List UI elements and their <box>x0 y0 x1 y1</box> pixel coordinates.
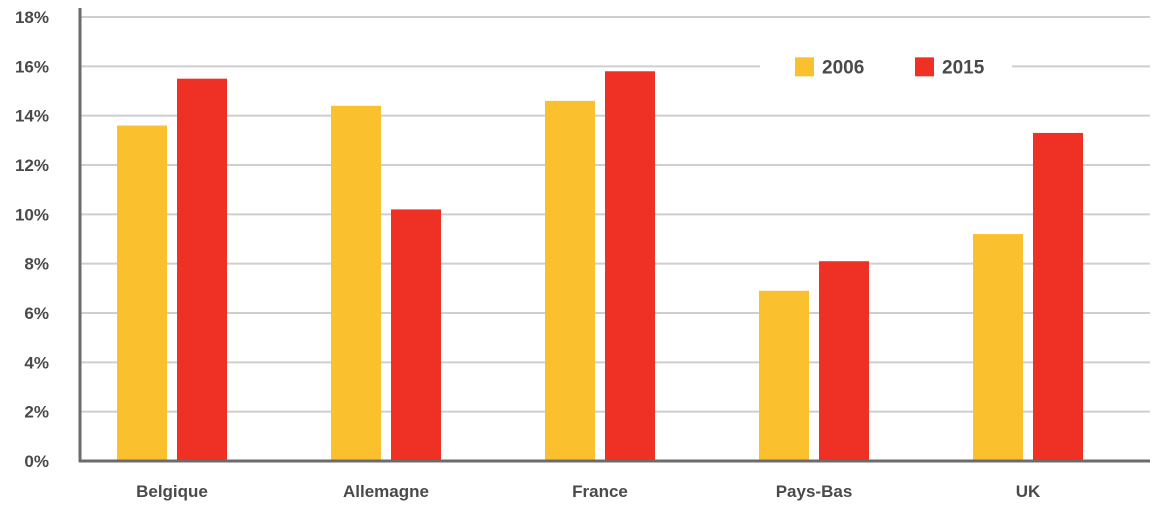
y-tick-label-18: 18% <box>15 8 49 27</box>
axes <box>78 8 1150 463</box>
x-tick-label-pays-bas: Pays-Bas <box>776 482 853 501</box>
legend-label-2006: 2006 <box>822 57 864 78</box>
x-tick-label-allemagne: Allemagne <box>343 482 429 501</box>
y-tick-label-8: 8% <box>24 255 49 274</box>
bar-allemagne-2006 <box>331 105 381 462</box>
y-tick-label-0: 0% <box>24 452 49 471</box>
y-tick-label-10: 10% <box>15 205 49 224</box>
legend-swatch-2015 <box>915 57 934 77</box>
y-tick-label-4: 4% <box>24 353 49 372</box>
bar-belgique-2006 <box>117 125 167 462</box>
legend-swatch-2006 <box>795 57 814 77</box>
bar-allemagne-2015 <box>391 209 441 461</box>
y-tick-label-6: 6% <box>24 304 49 323</box>
y-tick-label-2: 2% <box>24 403 49 422</box>
bars <box>117 71 1083 462</box>
x-tick-label-france: France <box>572 482 628 501</box>
bar-pays-bas-2006 <box>759 290 809 461</box>
bar-uk-2015 <box>1033 132 1083 461</box>
y-tick-label-16: 16% <box>15 57 49 76</box>
x-tick-label-uk: UK <box>1016 482 1041 501</box>
legend-label-2015: 2015 <box>942 57 985 78</box>
bar-pays-bas-2015 <box>819 261 869 461</box>
y-tick-label-14: 14% <box>15 107 49 126</box>
y-tick-label-12: 12% <box>15 156 49 175</box>
bar-belgique-2015 <box>177 78 227 462</box>
x-tick-label-belgique: Belgique <box>136 482 208 501</box>
bar-uk-2006 <box>973 234 1023 461</box>
x-axis-tick-labels: Belgique Allemagne France Pays-Bas UK <box>136 482 1041 501</box>
legend: 2006 2015 <box>760 50 1012 83</box>
bar-france-2015 <box>605 71 655 462</box>
y-axis-tick-labels: 0% 2% 4% 6% 8% 10% 12% 14% 16% 18% <box>15 8 49 471</box>
bar-france-2006 <box>545 100 595 461</box>
